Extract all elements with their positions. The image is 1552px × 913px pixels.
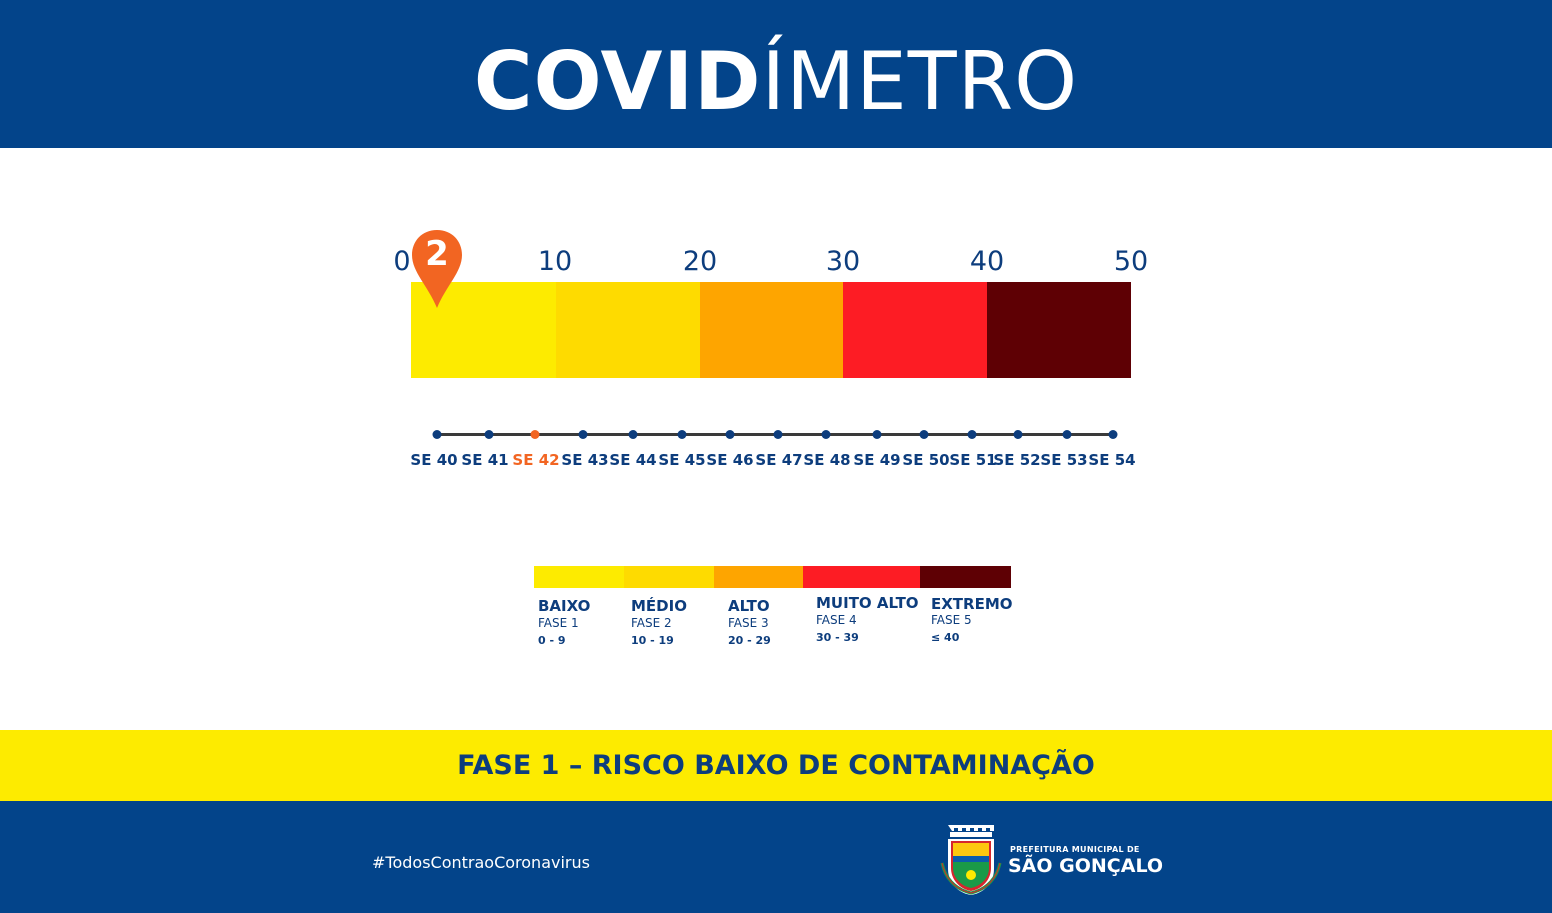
timeline-dot — [872, 430, 882, 439]
org-name-line1: PREFEITURA MUNICIPAL DE — [1010, 845, 1140, 854]
timeline-week-label: SE 47 — [755, 451, 803, 469]
timeline-week-label: SE 42 — [512, 451, 560, 469]
timeline-dot — [484, 430, 494, 439]
meter-segment-muito-alto — [843, 282, 987, 378]
title-light: ÍMETRO — [761, 35, 1079, 128]
timeline-week-label: SE 43 — [561, 451, 609, 469]
timeline-dot — [530, 430, 540, 439]
timeline-dot — [578, 430, 588, 439]
timeline-week-label: SE 45 — [658, 451, 706, 469]
legend-swatch-extremo — [920, 566, 1011, 588]
legend-phase-baixo: FASE 1 — [538, 616, 579, 630]
timeline-dot — [967, 430, 977, 439]
legend-swatch-muito-alto — [803, 566, 920, 588]
legend-phase-alto: FASE 3 — [728, 616, 769, 630]
org-name-line2: SÃO GONÇALO — [1008, 855, 1164, 877]
map-pin-icon — [412, 230, 462, 308]
timeline-week-label: SE 41 — [461, 451, 509, 469]
scale-label-20: 20 — [682, 246, 718, 277]
legend-swatch-alto — [714, 566, 803, 588]
timeline-week-label: SE 52 — [993, 451, 1041, 469]
timeline-week-label: SE 51 — [949, 451, 997, 469]
scale-label-0: 0 — [393, 246, 411, 277]
phase-banner-text: FASE 1 – RISCO BAIXO DE CONTAMINAÇÃO — [457, 750, 1095, 781]
timeline-dot — [677, 430, 687, 439]
hashtag: #TodosContraoCoronavirus — [372, 853, 590, 872]
legend-range-alto: 20 - 29 — [728, 634, 771, 647]
legend-name-baixo: BAIXO — [538, 597, 591, 615]
page-title: COVIDÍMETRO — [0, 34, 1552, 130]
legend-swatch-baixo — [534, 566, 624, 588]
header-bar — [0, 0, 1552, 148]
legend-range-muito-alto: 30 - 39 — [816, 631, 859, 644]
legend-range-baixo: 0 - 9 — [538, 634, 566, 647]
timeline-week-label: SE 48 — [803, 451, 851, 469]
timeline-week-label: SE 49 — [853, 451, 901, 469]
meter-segment-extremo — [987, 282, 1131, 378]
timeline-dot — [773, 430, 783, 439]
legend-name-extremo: EXTREMO — [931, 595, 1013, 613]
timeline-dot — [628, 430, 638, 439]
scale-label-40: 40 — [969, 246, 1005, 277]
timeline-dot — [725, 430, 735, 439]
timeline-dot — [432, 430, 442, 439]
title-bold: COVID — [473, 35, 762, 128]
timeline-week-label: SE 40 — [410, 451, 458, 469]
scale-label-30: 30 — [825, 246, 861, 277]
meter-segment-medio — [556, 282, 700, 378]
scale-label-10: 10 — [537, 246, 573, 277]
timeline-week-label: SE 44 — [609, 451, 657, 469]
legend-name-medio: MÉDIO — [631, 597, 687, 615]
legend-phase-muito-alto: FASE 4 — [816, 613, 857, 627]
timeline-week-label: SE 46 — [706, 451, 754, 469]
legend-range-medio: 10 - 19 — [631, 634, 674, 647]
timeline-dot — [821, 430, 831, 439]
timeline-week-label: SE 50 — [902, 451, 950, 469]
timeline-week-label: SE 53 — [1040, 451, 1088, 469]
timeline-dot — [1013, 430, 1023, 439]
timeline-week-label: SE 54 — [1088, 451, 1136, 469]
current-value: 2 — [425, 234, 449, 274]
legend-phase-extremo: FASE 5 — [931, 613, 972, 627]
meter-segment-alto — [700, 282, 843, 378]
timeline-dot — [1062, 430, 1072, 439]
legend-phase-medio: FASE 2 — [631, 616, 672, 630]
footer-bar — [0, 801, 1552, 913]
legend-range-extremo: ≤ 40 — [931, 631, 960, 644]
legend-swatch-medio — [624, 566, 714, 588]
city-crest-icon — [940, 825, 1002, 895]
legend-name-muito-alto: MUITO ALTO — [816, 594, 919, 612]
legend-name-alto: ALTO — [728, 597, 770, 615]
timeline-dot — [1108, 430, 1118, 439]
scale-label-50: 50 — [1113, 246, 1149, 277]
phase-banner — [0, 730, 1552, 801]
timeline-dot — [919, 430, 929, 439]
